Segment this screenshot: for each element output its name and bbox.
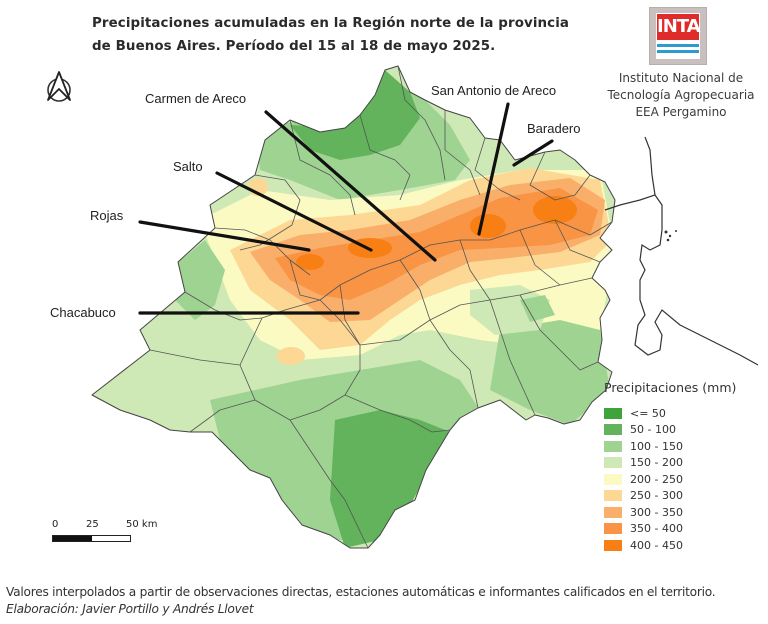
legend-swatch xyxy=(604,473,622,485)
legend-item: 100 - 150 xyxy=(604,438,764,455)
legend-item: 400 - 450 xyxy=(604,537,764,554)
label-carmen-de-areco: Carmen de Areco xyxy=(145,91,247,106)
legend-item: 250 - 300 xyxy=(604,488,764,505)
footer-notes: Valores interpolados a partir de observa… xyxy=(6,584,768,618)
map-title: Precipitaciones acumuladas en la Región … xyxy=(92,12,572,58)
legend-title: Precipitaciones (mm) xyxy=(604,380,737,395)
legend-item: 300 - 350 xyxy=(604,504,764,521)
department-boundaries xyxy=(91,65,616,549)
callout-lines xyxy=(138,102,554,315)
footer-note: Valores interpolados a partir de observa… xyxy=(6,585,716,599)
callout-line-rojas xyxy=(138,220,311,252)
legend-item: <= 50 xyxy=(604,405,764,422)
legend-item: 350 - 400 xyxy=(604,521,764,538)
legend-item: 150 - 200 xyxy=(604,455,764,472)
precipitation-legend: Precipitaciones (mm) <= 50 50 - 100 100 … xyxy=(604,380,764,554)
scale-bar-graphic xyxy=(52,535,131,542)
legend-swatch xyxy=(604,424,622,436)
label-salto: Salto xyxy=(173,159,203,174)
logo-stripe xyxy=(657,44,699,47)
callout-line-carmen-de-areco xyxy=(264,110,437,262)
map-title-line-2: de Buenos Aires. Período del 15 al 18 de… xyxy=(92,39,496,54)
label-baradero: Baradero xyxy=(527,121,581,136)
callout-line-baradero xyxy=(512,139,554,167)
inta-logo: INTA xyxy=(649,7,707,65)
institution-line-3: EEA Pergamino xyxy=(635,105,727,119)
institution-line-2: Tecnología Agropecuaria xyxy=(607,88,755,102)
legend-item: 50 - 100 xyxy=(604,422,764,439)
callout-line-san-antonio-de-areco xyxy=(477,102,510,236)
legend-swatch xyxy=(604,523,622,535)
inta-logo-text: INTA xyxy=(657,14,701,40)
legend-swatch xyxy=(604,506,622,518)
legend-swatch xyxy=(604,490,622,502)
legend-swatch xyxy=(604,539,622,551)
legend-item: 200 - 250 xyxy=(604,471,764,488)
callout-line-salto xyxy=(215,171,373,252)
scale-bar: 0 25 50 km xyxy=(52,519,172,542)
label-rojas: Rojas xyxy=(90,208,124,223)
delta-islands xyxy=(664,230,677,242)
map-title-line-1: Precipitaciones acumuladas en la Región … xyxy=(92,16,570,31)
label-chacabuco: Chacabuco xyxy=(50,305,116,320)
scale-label-50: 50 km xyxy=(126,519,158,530)
logo-stripe xyxy=(657,50,699,53)
coastline xyxy=(634,194,759,366)
legend-swatch xyxy=(604,457,622,469)
institution-line-1: Instituto Nacional de xyxy=(618,71,744,85)
legend-swatch xyxy=(604,440,622,452)
legend-swatch xyxy=(604,407,622,419)
scale-label-0: 0 xyxy=(52,519,59,530)
precipitation-map xyxy=(91,65,759,549)
scale-label-25: 25 xyxy=(86,519,99,530)
institution-name: Instituto Nacional de Tecnología Agropec… xyxy=(596,70,766,121)
footer-credit: Elaboración: Javier Portillo y Andrés Ll… xyxy=(6,602,254,616)
label-san-antonio-de-areco: San Antonio de Areco xyxy=(431,83,557,98)
north-arrow-icon xyxy=(47,71,71,102)
